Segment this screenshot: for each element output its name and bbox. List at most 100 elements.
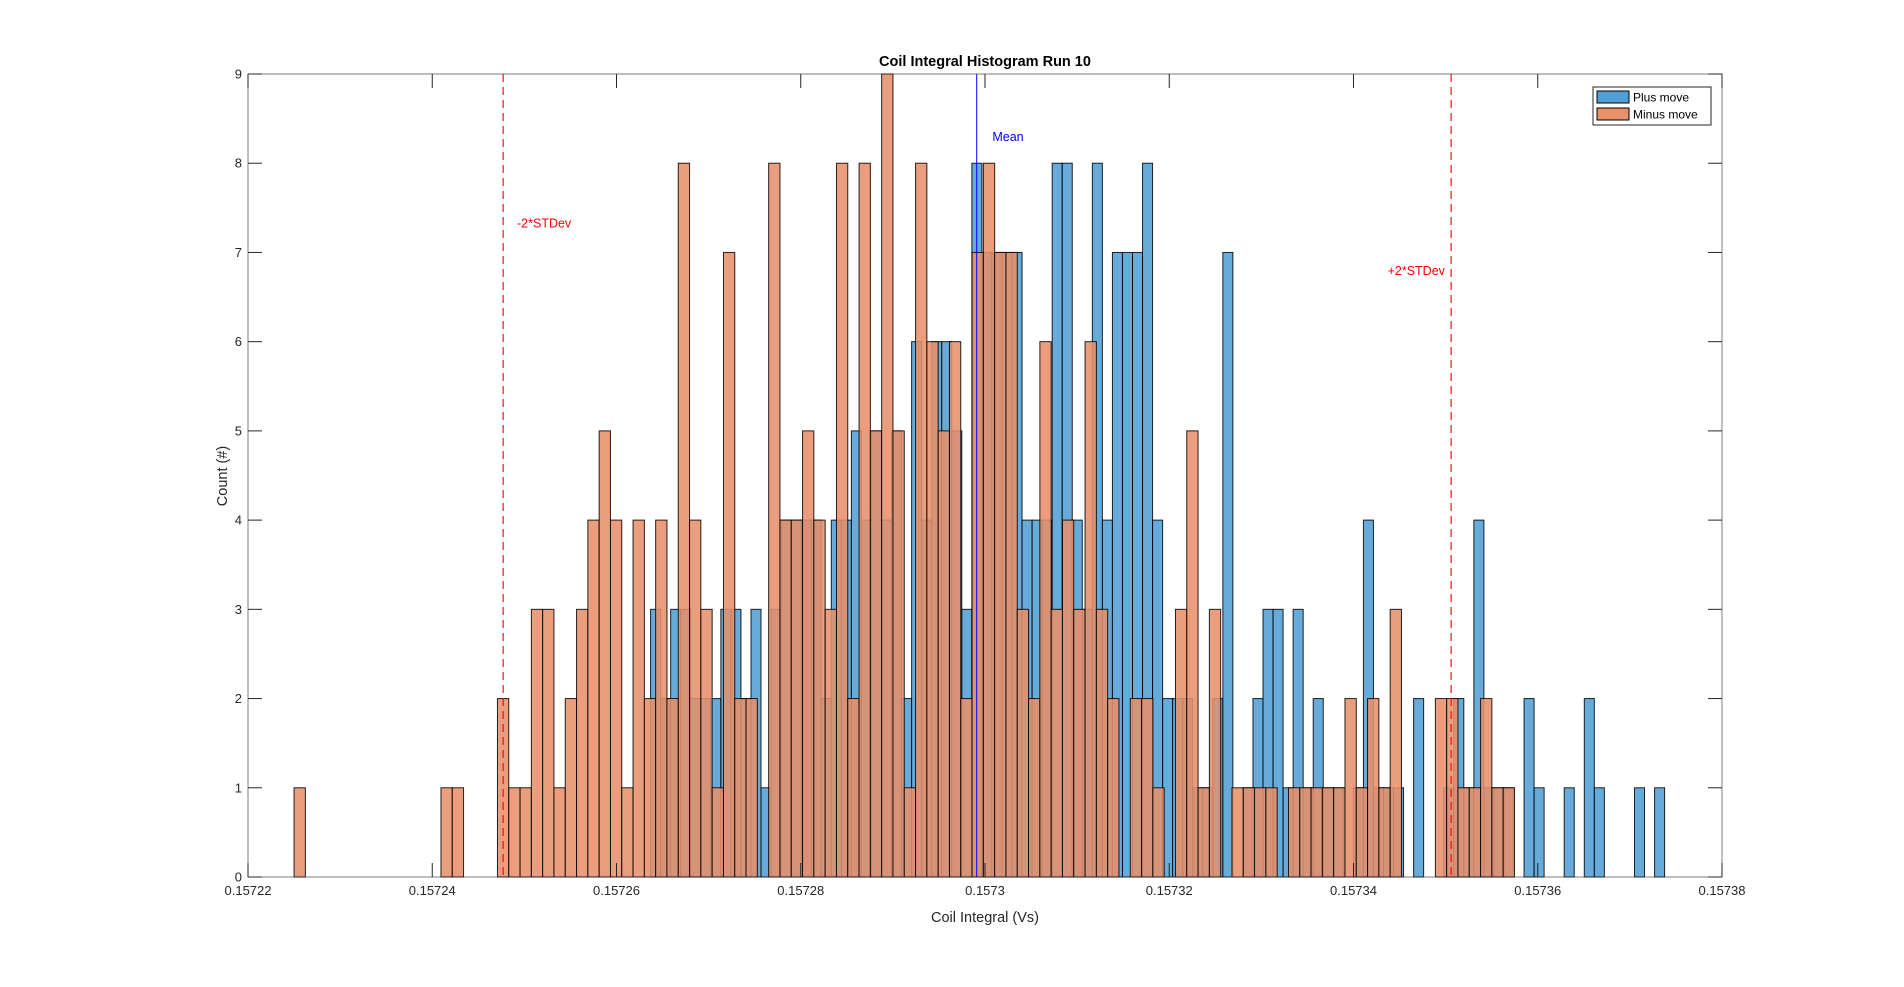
bar [1129, 698, 1143, 878]
bar [1186, 430, 1199, 878]
y-tick-label: 3 [235, 602, 242, 617]
bar [1254, 787, 1267, 878]
x-tick-label: 0.15726 [593, 883, 640, 898]
x-tick-label: 0.15724 [409, 883, 456, 898]
bar [1367, 698, 1380, 878]
bar [621, 787, 634, 878]
x-tick-label: 0.15728 [777, 883, 824, 898]
bar [1231, 787, 1244, 878]
y-tick-label: 1 [235, 780, 242, 795]
bar [1242, 787, 1256, 878]
bar [881, 73, 894, 878]
bar [1095, 608, 1109, 878]
legend-swatch-minus-move [1596, 107, 1630, 121]
bar [508, 787, 521, 878]
bar [915, 162, 928, 878]
bar [768, 162, 781, 878]
bar [847, 698, 860, 878]
bar [677, 162, 691, 878]
bar [689, 519, 702, 878]
bar [1344, 698, 1357, 878]
annotation-plus-2-stdev: +2*STDev [1388, 264, 1446, 278]
bar [519, 787, 532, 878]
bar [1050, 608, 1063, 878]
bar [1084, 341, 1097, 878]
y-tick-label: 2 [235, 691, 242, 706]
bar [1355, 787, 1369, 878]
x-tick-label: 0.15736 [1514, 883, 1561, 898]
bar [1413, 698, 1425, 878]
bar [1039, 341, 1052, 878]
bar [1633, 787, 1646, 878]
y-tick-label: 6 [235, 334, 242, 349]
bar [960, 698, 973, 878]
bar [711, 787, 724, 878]
series-minus-move [293, 73, 1515, 878]
legend-label-minus-move: Minus move [1633, 108, 1698, 122]
bar [835, 162, 849, 878]
bar [451, 787, 465, 878]
bar [1222, 251, 1234, 878]
annotations-layer: Mean -2*STDev +2*STDev [517, 130, 1446, 278]
bar [609, 519, 623, 878]
bar [1523, 698, 1535, 878]
bar [542, 608, 555, 878]
bar [666, 698, 679, 878]
bar [1457, 787, 1470, 878]
bar [1073, 608, 1086, 878]
y-axis-label: Count (#) [215, 446, 231, 506]
bar [655, 519, 668, 878]
bar [1107, 698, 1120, 878]
bar [1333, 787, 1346, 878]
bar [1208, 608, 1222, 878]
bar [734, 698, 747, 878]
x-tick-label: 0.15732 [1146, 883, 1193, 898]
bar [1502, 787, 1515, 878]
bar [1299, 787, 1312, 878]
bar [700, 608, 713, 878]
legend-swatch-plus-move [1596, 90, 1630, 104]
bar [926, 341, 939, 878]
x-tick-label: 0.1573 [965, 883, 1005, 898]
bar [1016, 608, 1030, 878]
annotation-minus-2-stdev: -2*STDev [517, 216, 572, 230]
bar [858, 162, 871, 878]
bar [1197, 787, 1210, 878]
x-tick-label: 0.15734 [1330, 883, 1377, 898]
bar [1563, 787, 1575, 878]
bar [1434, 698, 1448, 878]
bar [1378, 787, 1391, 878]
y-tick-label: 7 [235, 245, 242, 260]
bar [576, 608, 589, 878]
bar [892, 430, 905, 878]
y-tick-label: 5 [235, 423, 242, 438]
bar [948, 341, 962, 878]
bar [293, 787, 306, 878]
bar [587, 519, 600, 878]
bar [1491, 787, 1504, 878]
bar [1533, 787, 1545, 878]
bar [1321, 787, 1335, 878]
bar [1480, 698, 1493, 878]
bar [869, 430, 883, 878]
bar [779, 519, 792, 878]
bar [564, 698, 578, 878]
bar [1287, 787, 1301, 878]
x-axis-label: Coil Integral (Vs) [931, 910, 1039, 926]
legend: Plus move Minus move [1592, 86, 1712, 126]
bar [722, 251, 736, 878]
bar [1583, 698, 1595, 878]
axes-layer: 0.15722 0.15724 0.15726 0.15728 0.1573 0.1573… [225, 67, 1746, 899]
bar [1265, 787, 1278, 878]
bar [643, 698, 657, 878]
bar [632, 519, 645, 878]
bar [1389, 608, 1402, 878]
bar [1310, 787, 1323, 878]
x-tick-label: 0.15738 [1699, 883, 1746, 898]
bar [982, 162, 996, 878]
bar [745, 698, 758, 878]
legend-label-plus-move: Plus move [1633, 91, 1689, 105]
bar [1654, 787, 1666, 878]
bar [1005, 251, 1018, 878]
